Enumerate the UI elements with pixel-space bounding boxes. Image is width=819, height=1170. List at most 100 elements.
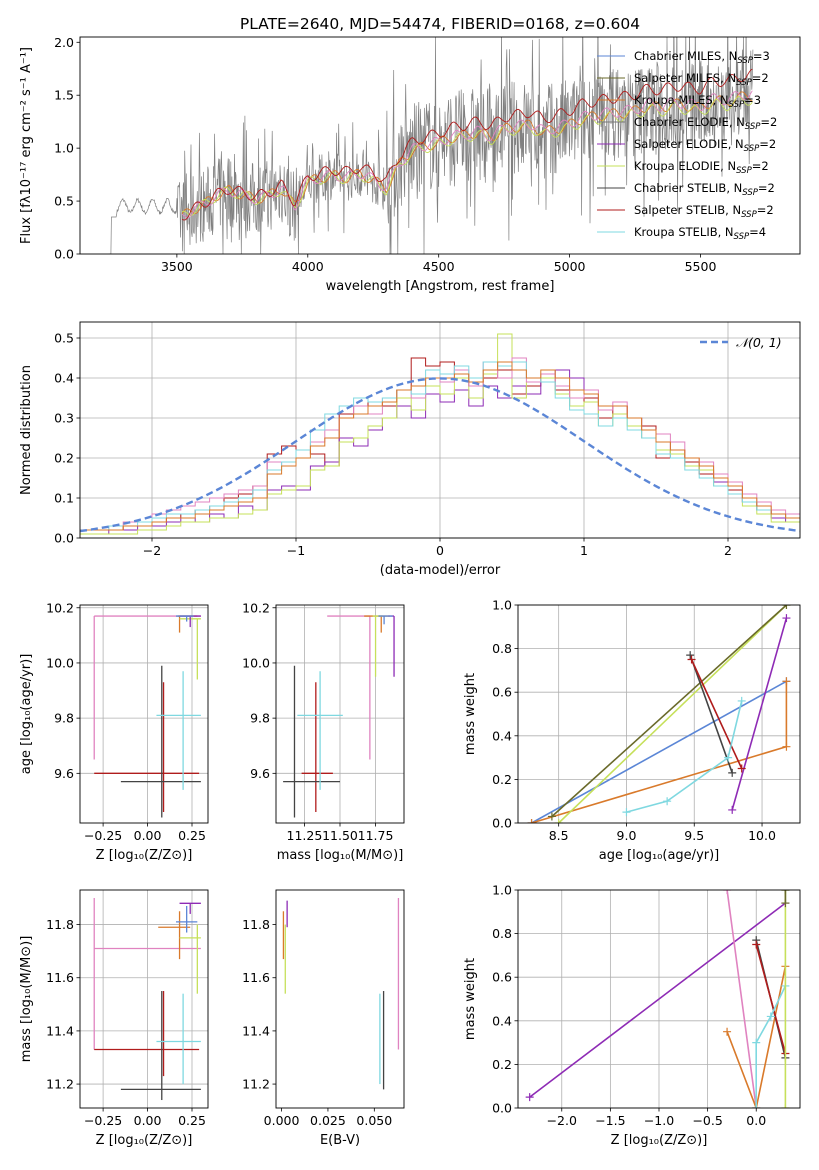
weight-vs-age-panel: 8.5 9.0 9.5 10.0 0.0 0.2 0.4 0.6 0.8 1.0 age [log₁… [463, 598, 801, 863]
y-tick-label: 1.0 [492, 883, 512, 898]
x-tick-label: 4000 [292, 259, 324, 274]
y-tick-label: 1.0 [492, 598, 512, 613]
y-tick-label: 11.6 [46, 970, 74, 985]
legend-label-suffix: =3 [753, 49, 770, 63]
y-tick-label: 2.0 [54, 35, 74, 50]
weight-point-marker [782, 605, 791, 609]
x-tick-label: 0.00 [134, 1113, 162, 1128]
weight-vs-z-panel: −2.0 −1.5 −1.0 −0.5 0.0 0.0 0.2 0.4 0.6 0.8 1.0 Z [… [463, 883, 801, 1148]
x-tick-label: 5500 [685, 259, 717, 274]
legend-label: Kroupa MILES, NSSP=3 [634, 93, 761, 110]
weight-series-line [531, 680, 787, 823]
y-tick-label: 0.2 [492, 772, 512, 787]
y-tick-label: 0.5 [54, 194, 74, 209]
grid [276, 605, 404, 823]
weight-point-marker [782, 677, 791, 686]
legend-label-suffix: =2 [758, 181, 775, 195]
weight-series-line [689, 654, 733, 774]
weight-series-line [551, 605, 787, 818]
x-tick-label: 2 [724, 543, 732, 558]
x-tick-label: 0.000 [264, 1113, 300, 1128]
errorbar-point [156, 671, 201, 790]
legend-label-main: Kroupa ELODIE, N [634, 159, 736, 173]
errorbar-point [327, 615, 371, 760]
residuals-panel: −2 −1 0 1 2 0.0 0.1 0.2 0.3 0.4 0.5 (data-model)/er… [19, 321, 801, 578]
legend-label-suffix: =4 [749, 225, 766, 239]
errorbar-point [93, 897, 201, 1050]
legend-label: Chabrier STELIB, NSSP=2 [634, 181, 775, 198]
axes-frame [517, 889, 801, 1109]
x-tick-label: 8.5 [549, 828, 569, 843]
axes-frame [79, 321, 801, 539]
legend-label-sub: SSP [745, 122, 761, 132]
x-axis-label: E(B-V) [320, 1133, 360, 1148]
x-axis-label: (data-model)/error [380, 563, 501, 578]
x-tick-label: −0.25 [84, 1113, 122, 1128]
x-axis-label: Z [log₁₀(Z/Z⊙)] [96, 848, 193, 863]
x-tick-label: 11.75 [358, 828, 394, 843]
spectrum-panel: 3500 4000 4500 5000 5500 0.0 0.5 1.0 1.5 2.0 wavel… [19, 35, 801, 294]
y-tick-label: 0.0 [54, 247, 74, 262]
mass-vs-z-panel: −0.25 0.00 0.25 11.2 11.4 11.6 11.8 Z [log₁₀(Z/… [19, 889, 209, 1148]
errorbar-point [94, 682, 200, 812]
x-tick-label: 4500 [423, 259, 455, 274]
errorbar-point [120, 991, 201, 1101]
x-axis-label: age [log₁₀(age/yr)] [599, 848, 720, 863]
errorbar-point [156, 993, 201, 1085]
y-tick-label: 11.2 [242, 1077, 270, 1092]
x-tick-label: 0.00 [134, 828, 162, 843]
y-tick-label: 11.8 [46, 917, 74, 932]
legend-label-main: Salpeter ELODIE, N [634, 137, 744, 151]
weight-point-marker [728, 768, 737, 777]
legend-label: Chabrier ELODIE, NSSP=2 [634, 115, 777, 132]
x-tick-label: 0.25 [178, 1113, 206, 1128]
age-vs-z-panel: −0.25 0.00 0.25 9.6 9.8 10.0 10.2 Z [log₁₀(Z/Z⊙… [19, 600, 209, 863]
model-fit-line [181, 90, 753, 219]
y-axis-label: age [log₁₀(age/yr)] [19, 654, 34, 775]
legend-label-suffix: =3 [744, 93, 761, 107]
errorbar-point [378, 615, 393, 625]
legend-label-main: Chabrier MILES, N [634, 49, 737, 63]
weight-series-line [726, 890, 757, 1108]
y-tick-label: 10.0 [242, 655, 270, 670]
x-axis-label: Z [log₁₀(Z/Z⊙)] [611, 1133, 708, 1148]
x-axis-label: Z [log₁₀(Z/Z⊙)] [96, 1133, 193, 1148]
figure-title: PLATE=2640, MJD=54474, FIBERID=0168, z=0… [240, 15, 640, 33]
x-tick-label: −1.0 [644, 1113, 674, 1128]
y-tick-label: 0.0 [492, 1101, 512, 1116]
y-tick-label: 9.6 [250, 766, 270, 781]
weight-point-marker [723, 1027, 732, 1036]
errorbar-point [176, 615, 194, 622]
x-axis-label: wavelength [Angstrom, rest frame] [326, 279, 555, 294]
weight-point-marker [527, 819, 536, 823]
y-tick-label: 11.8 [242, 917, 270, 932]
weight-series-line [529, 902, 786, 1098]
weight-series-line [726, 966, 787, 1108]
spectrum-legend: Chabrier MILES, N SSP =3 Salpeter MILES, N S… [597, 49, 777, 242]
errorbar-point [179, 902, 201, 914]
weight-point-marker [728, 805, 737, 814]
weight-point-marker [622, 808, 631, 817]
grid [80, 890, 208, 1108]
plot-area [108, 37, 754, 254]
x-tick-label: −0.25 [84, 828, 122, 843]
y-tick-label: 1.0 [54, 141, 74, 156]
model-fit-line [181, 91, 753, 215]
y-axis-label: Normed distribution [19, 365, 34, 495]
weight-point-marker [525, 1093, 534, 1102]
age-vs-mass-panel: 11.25 11.50 11.75 9.6 9.8 10.0 10.2 mass [log₁₀… [242, 600, 405, 863]
plot-area [80, 333, 800, 538]
y-tick-label: 10.0 [46, 655, 74, 670]
legend-label-sub: SSP [741, 210, 757, 220]
y-tick-label: 0.6 [492, 685, 512, 700]
errorbar-point [176, 905, 198, 933]
histogram-series [80, 361, 800, 538]
axes-frame [79, 36, 801, 255]
errorbar-point [283, 665, 340, 818]
y-tick-label: 11.4 [242, 1023, 270, 1038]
axes-frame [79, 889, 209, 1109]
legend-label-main: Salpeter MILES, N [634, 71, 736, 85]
legend-label-sub: SSP [734, 232, 750, 242]
weight-point-marker [737, 764, 746, 773]
